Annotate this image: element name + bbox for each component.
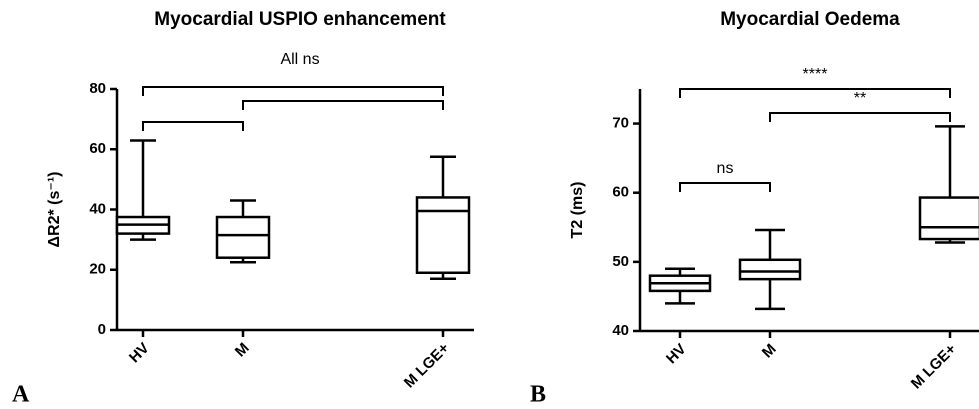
y-tick-label: 20: [89, 261, 106, 278]
annotation: All ns: [280, 51, 319, 68]
significance-bracket: [679, 88, 951, 98]
x-tick-label: M LGE+: [401, 339, 453, 391]
significance-bracket: [142, 86, 444, 96]
significance-bracket: [242, 100, 444, 110]
y-axis-label: ΔR2* (s⁻¹): [46, 172, 63, 248]
y-tick-label: 40: [612, 322, 629, 339]
y-tick-label: 60: [612, 184, 629, 201]
chart-title: Myocardial Oedema: [720, 9, 900, 30]
panel-label: A: [12, 382, 30, 408]
y-tick-label: 50: [612, 253, 629, 270]
box: [215, 215, 271, 259]
y-tick-label: 0: [98, 321, 106, 338]
x-tick-label: M LGE+: [908, 340, 960, 392]
box: [918, 196, 979, 241]
y-tick-label: 80: [89, 80, 106, 97]
y-tick-label: 40: [89, 200, 106, 217]
x-tick-label: M: [759, 341, 780, 362]
panel-label: B: [530, 382, 546, 408]
significance-bracket: [679, 182, 771, 192]
y-axis-label: T2 (ms): [569, 182, 586, 239]
x-tick-label: HV: [126, 340, 153, 367]
y-tick-label: 60: [89, 140, 106, 157]
box: [738, 258, 802, 281]
significance-bracket: [769, 112, 951, 122]
box: [415, 196, 471, 275]
x-tick-label: M: [232, 340, 253, 361]
chart-title: Myocardial USPIO enhancement: [154, 9, 446, 30]
significance-bracket: [142, 121, 244, 131]
significance-label: ns: [717, 160, 734, 177]
y-tick-label: 70: [612, 115, 629, 132]
x-tick-label: HV: [663, 341, 690, 368]
significance-label: ****: [803, 66, 828, 83]
significance-label: **: [854, 90, 866, 107]
